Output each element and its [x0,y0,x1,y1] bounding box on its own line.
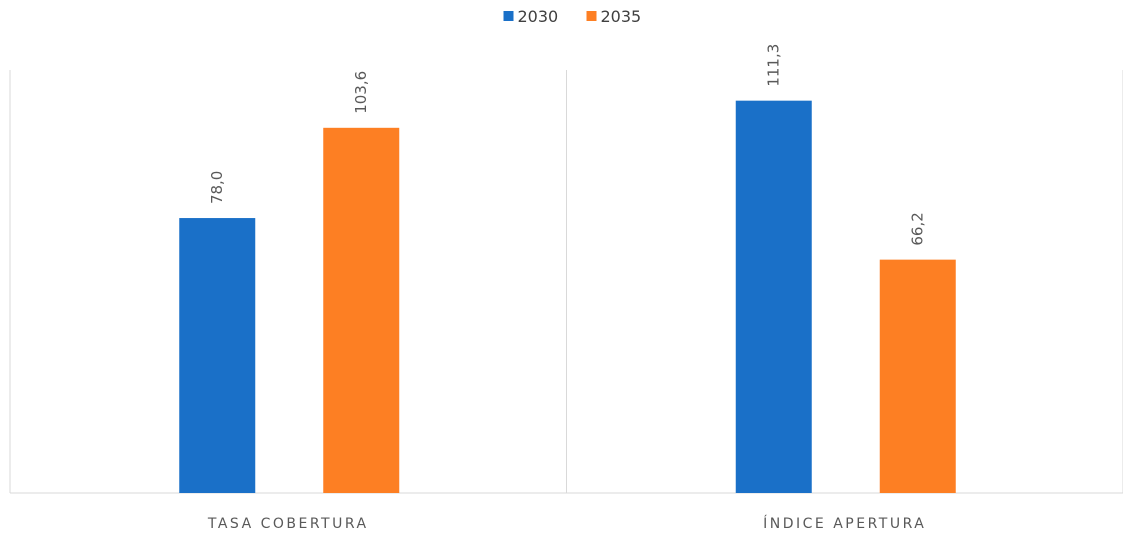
data-label: 111,3 [765,44,783,87]
legend-label: 2035 [601,7,642,26]
data-label: 78,0 [208,171,226,204]
bar [879,259,956,493]
data-label: 103,6 [352,71,370,114]
x-tick-label: ÍNDICE APERTURA [763,515,926,532]
legend-swatch [503,11,514,21]
data-label: 66,2 [909,212,927,245]
legend-label: 2030 [518,7,559,26]
x-tick-label: TASA COBERTURA [207,516,369,532]
bar [179,218,256,494]
bar [735,100,812,493]
bar [323,127,400,493]
legend-swatch [586,11,597,21]
